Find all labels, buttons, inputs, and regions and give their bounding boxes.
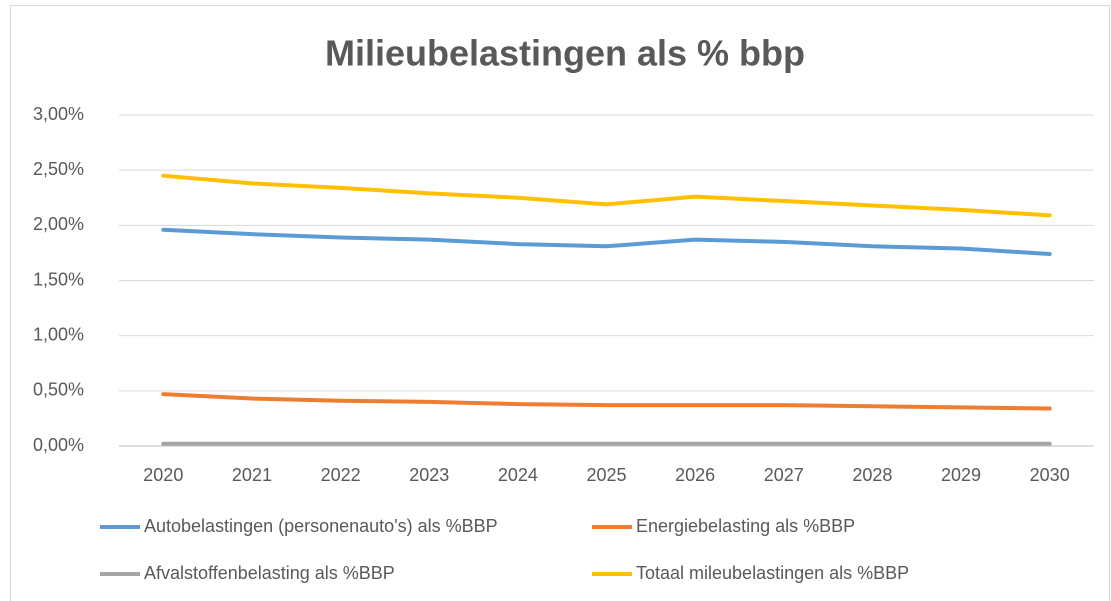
x-tick-label: 2026 bbox=[675, 465, 715, 485]
y-tick-label: 1,50% bbox=[33, 269, 84, 289]
y-tick-label: 1,00% bbox=[33, 324, 84, 344]
chart-frame bbox=[10, 5, 1110, 601]
y-tick-label: 0,00% bbox=[33, 435, 84, 455]
x-tick-label: 2029 bbox=[941, 465, 981, 485]
legend-label: Totaal mileubelastingen als %BBP bbox=[636, 563, 909, 583]
legend-label: Afvalstoffenbelasting als %BBP bbox=[144, 563, 395, 583]
x-tick-label: 2030 bbox=[1030, 465, 1070, 485]
x-tick-label: 2021 bbox=[232, 465, 272, 485]
x-tick-label: 2022 bbox=[321, 465, 361, 485]
x-tick-label: 2028 bbox=[852, 465, 892, 485]
y-tick-label: 2,50% bbox=[33, 159, 84, 179]
x-tick-label: 2023 bbox=[409, 465, 449, 485]
x-tick-label: 2027 bbox=[764, 465, 804, 485]
legend-label: Energiebelasting als %BBP bbox=[636, 516, 855, 536]
x-tick-label: 2024 bbox=[498, 465, 538, 485]
legend-label: Autobelastingen (personenauto's) als %BB… bbox=[144, 516, 498, 536]
chart-title: Milieubelastingen als % bbp bbox=[325, 33, 805, 74]
y-tick-label: 0,50% bbox=[33, 380, 84, 400]
line-series bbox=[161, 173, 1052, 218]
y-tick-label: 2,00% bbox=[33, 214, 84, 234]
line-series bbox=[161, 392, 1052, 411]
x-tick-label: 2020 bbox=[143, 465, 183, 485]
line-series bbox=[161, 227, 1052, 257]
y-tick-label: 3,00% bbox=[33, 104, 84, 124]
x-tick-label: 2025 bbox=[586, 465, 626, 485]
